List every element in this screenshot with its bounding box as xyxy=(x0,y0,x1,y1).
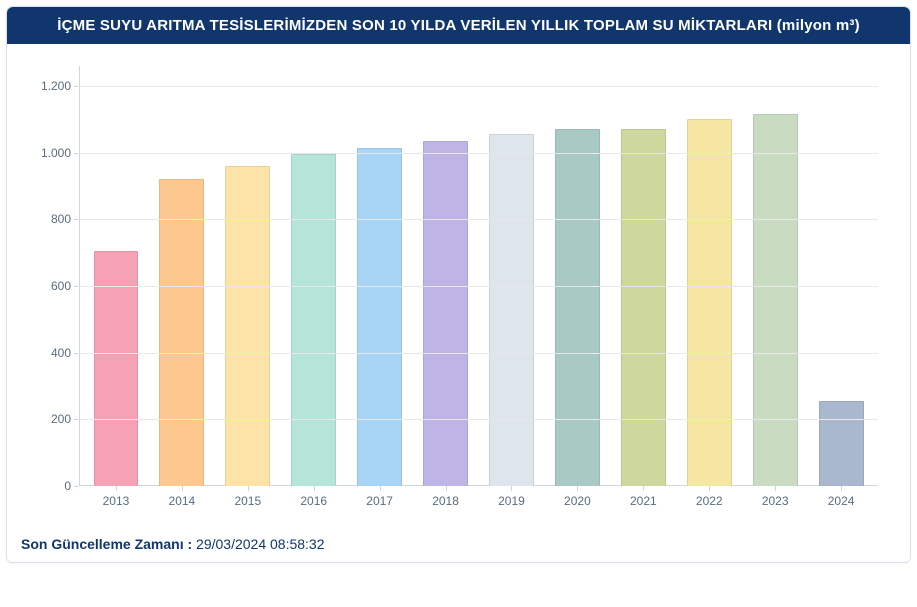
y-axis-label: 400 xyxy=(51,346,79,360)
x-axis-label: 2013 xyxy=(103,494,130,508)
x-axis-label: 2024 xyxy=(828,494,855,508)
x-tick xyxy=(446,486,447,491)
gridline xyxy=(79,219,878,220)
bar-slot: 2019 xyxy=(479,66,545,486)
gridline xyxy=(79,86,878,87)
bar-slot: 2014 xyxy=(149,66,215,486)
bar xyxy=(555,129,600,486)
x-axis-label: 2015 xyxy=(234,494,261,508)
card-title: İÇME SUYU ARITMA TESİSLERİMİZDEN SON 10 … xyxy=(7,7,910,44)
bar xyxy=(159,179,204,486)
x-tick xyxy=(511,486,512,491)
x-axis-label: 2021 xyxy=(630,494,657,508)
y-axis-label: 1.000 xyxy=(41,146,79,160)
bar xyxy=(423,141,468,486)
last-update-label: Son Güncelleme Zamanı : xyxy=(21,536,196,552)
x-axis-label: 2023 xyxy=(762,494,789,508)
bar-slot: 2021 xyxy=(610,66,676,486)
bar xyxy=(225,166,270,486)
bar-slot: 2023 xyxy=(742,66,808,486)
x-tick xyxy=(314,486,315,491)
bar-slot: 2022 xyxy=(676,66,742,486)
bar-slot: 2013 xyxy=(83,66,149,486)
x-axis-label: 2018 xyxy=(432,494,459,508)
x-tick xyxy=(116,486,117,491)
bars-group: 2013201420152016201720182019202020212022… xyxy=(79,66,878,486)
x-tick xyxy=(775,486,776,491)
chart-card: İÇME SUYU ARITMA TESİSLERİMİZDEN SON 10 … xyxy=(6,6,911,563)
y-axis-label: 200 xyxy=(51,412,79,426)
y-axis-label: 0 xyxy=(64,479,79,493)
y-axis-label: 600 xyxy=(51,279,79,293)
bar-chart: 2013201420152016201720182019202020212022… xyxy=(19,56,898,526)
x-axis-label: 2022 xyxy=(696,494,723,508)
bar-slot: 2016 xyxy=(281,66,347,486)
x-tick xyxy=(841,486,842,491)
bar xyxy=(687,119,732,486)
bar xyxy=(357,148,402,486)
bar-slot: 2015 xyxy=(215,66,281,486)
bar xyxy=(819,401,864,486)
bar xyxy=(489,134,534,486)
bar xyxy=(621,129,666,486)
gridline xyxy=(79,419,878,420)
chart-container: 2013201420152016201720182019202020212022… xyxy=(7,44,910,532)
x-tick xyxy=(709,486,710,491)
bar-slot: 2017 xyxy=(347,66,413,486)
x-axis-label: 2014 xyxy=(169,494,196,508)
y-axis-label: 800 xyxy=(51,212,79,226)
bar-slot: 2020 xyxy=(544,66,610,486)
bar xyxy=(291,154,336,486)
plot-area: 2013201420152016201720182019202020212022… xyxy=(79,66,878,486)
bar xyxy=(753,114,798,486)
x-tick xyxy=(248,486,249,491)
bar-slot: 2018 xyxy=(413,66,479,486)
gridline xyxy=(79,286,878,287)
x-axis-label: 2016 xyxy=(300,494,327,508)
x-tick xyxy=(643,486,644,491)
gridline xyxy=(79,153,878,154)
last-update: Son Güncelleme Zamanı : 29/03/2024 08:58… xyxy=(7,532,910,562)
x-axis-label: 2019 xyxy=(498,494,525,508)
x-tick xyxy=(577,486,578,491)
y-axis-label: 1.200 xyxy=(41,79,79,93)
last-update-value: 29/03/2024 08:58:32 xyxy=(196,536,324,552)
bar-slot: 2024 xyxy=(808,66,874,486)
x-tick xyxy=(380,486,381,491)
x-axis-label: 2020 xyxy=(564,494,591,508)
x-axis-label: 2017 xyxy=(366,494,393,508)
x-tick xyxy=(182,486,183,491)
gridline xyxy=(79,353,878,354)
